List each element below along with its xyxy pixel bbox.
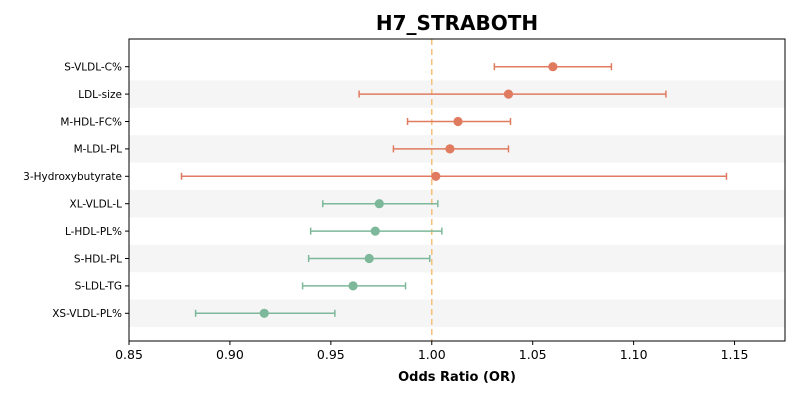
or-point [453,116,463,127]
or-point [259,308,269,318]
y-tick-label: XS-VLDL-PL% [52,308,122,320]
or-point [348,281,358,291]
or-point [374,199,384,209]
x-tick-label: 0.90 [216,347,244,362]
y-tick-label: 3-Hydroxybutyrate [23,171,122,183]
chart-title: H7_STRABOTH [376,11,538,35]
row-stripe [129,190,785,218]
or-point [370,226,380,236]
or-point [503,89,514,99]
row-stripe [129,244,785,273]
y-tick-label: M-HDL-FC% [60,116,122,128]
y-tick-label: S-LDL-TG [75,281,122,293]
y-tick-label: S-VLDL-C% [64,62,122,74]
x-tick-label: 1.10 [620,347,648,362]
y-tick-label: S-HDL-PL [74,253,122,265]
or-point [431,171,441,181]
y-tick-label: L-HDL-PL% [65,226,122,238]
odds-ratio-points [259,62,558,318]
y-tick-label: M-LDL-PL [74,144,123,156]
y-tick-label: XL-VLDL-L [70,199,123,211]
x-tick-label: 0.95 [317,347,345,362]
or-point [364,253,374,264]
or-point [445,144,455,154]
y-axis-ticks: S-VLDL-C% LDL-size M-HDL-FC% M-LDL-PL 3-Hydr… [23,62,129,320]
y-tick-label: LDL-size [78,89,122,101]
x-axis-ticks: 0.85 0.90 0.95 1.00 1.05 1.10 1.15 [115,341,748,362]
x-tick-label: 1.00 [418,347,446,362]
x-tick-label: 1.05 [519,347,547,362]
or-point [548,62,558,72]
x-tick-label: 1.15 [721,347,749,362]
x-axis-label: Odds Ratio (OR) [398,370,516,385]
plot-frame [128,38,786,342]
x-tick-label: 0.85 [115,347,143,362]
ci-bar [180,172,728,180]
